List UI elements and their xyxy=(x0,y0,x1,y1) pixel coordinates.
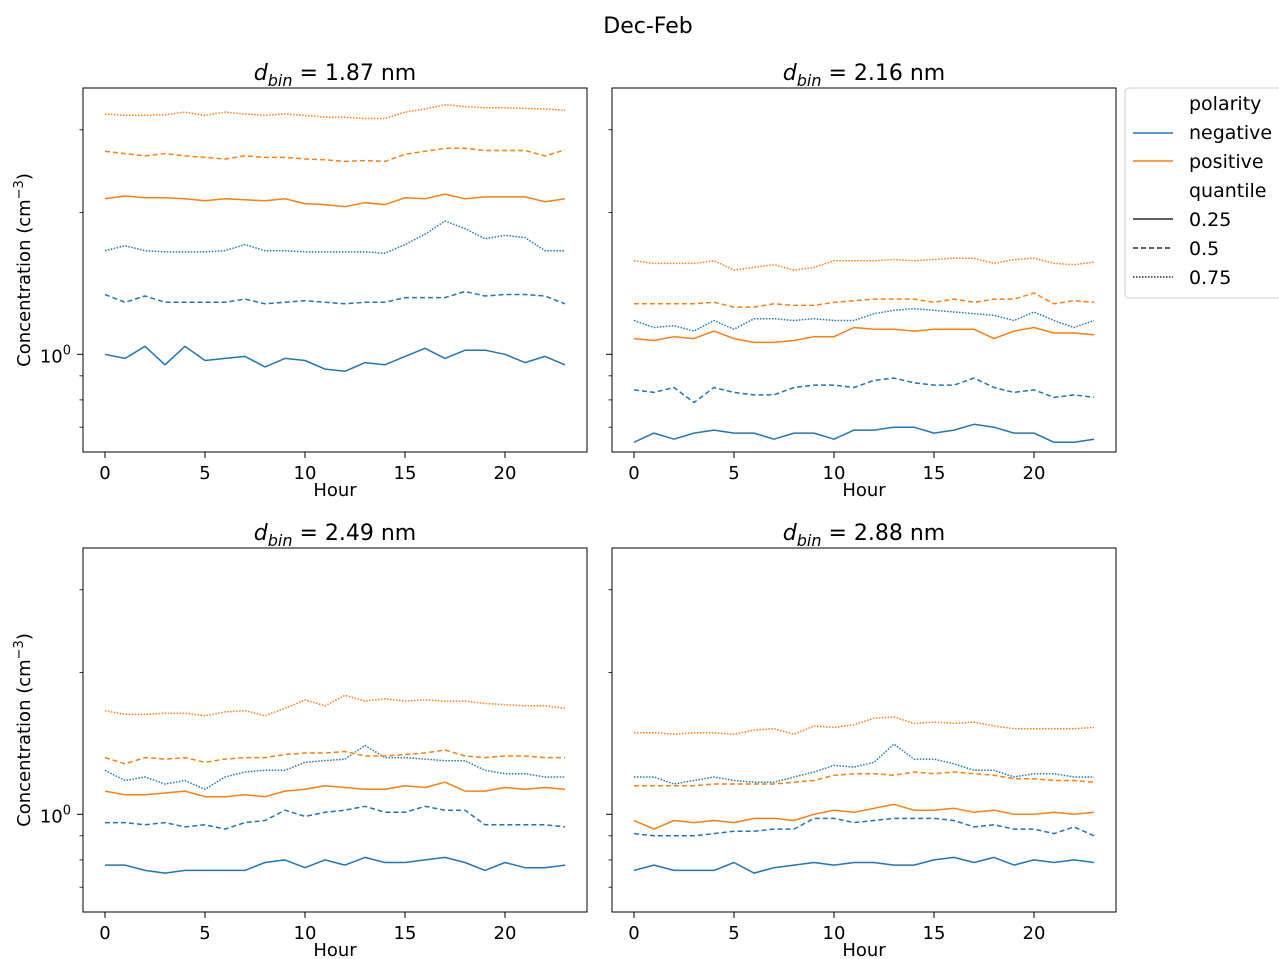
series-line-negative-q05 xyxy=(105,805,566,830)
series-line-negative-q075 xyxy=(104,220,565,254)
x-tick-label: 20 xyxy=(1023,463,1046,484)
plot-frame xyxy=(82,547,588,913)
x-axis-label: Hour xyxy=(313,940,357,959)
series-line-positive-q025 xyxy=(104,193,566,208)
series-line-positive-q025 xyxy=(104,781,566,798)
y-axis-label: Concentration (cm−3) xyxy=(12,173,35,367)
series-line-positive-q05 xyxy=(634,771,1095,787)
y-axis-label: Concentration (cm−3) xyxy=(12,633,35,827)
series-line-negative-q025 xyxy=(105,856,566,874)
x-tick-label: 0 xyxy=(628,923,639,944)
x-axis-label: Hour xyxy=(842,940,886,959)
x-tick-label: 0 xyxy=(628,463,639,484)
x-axis-label: Hour xyxy=(842,480,886,501)
legend-label-negative: negative xyxy=(1189,122,1272,144)
panel-title: dbin = 2.88 nm xyxy=(783,521,946,550)
legend: polarity negative positive quantile 0.25… xyxy=(1124,87,1279,299)
plot-frame xyxy=(611,87,1117,453)
x-tick-label: 20 xyxy=(494,923,517,944)
legend-label-q05: 0.5 xyxy=(1189,238,1219,260)
series-line-positive-q025 xyxy=(633,326,1095,344)
x-tick-label: 10 xyxy=(823,463,846,484)
chart-panel-3: dbin = 2.49 nm 0 5 10 15 20 Hour 100Concentrati… xyxy=(12,521,588,959)
series-line-positive-q075 xyxy=(633,257,1095,271)
series-line-positive-q05 xyxy=(104,147,566,163)
series-line-negative-q05 xyxy=(633,817,1095,837)
legend-label-positive: positive xyxy=(1189,151,1264,173)
series-line-positive-q075 xyxy=(104,694,566,717)
legend-label-q025: 0.25 xyxy=(1189,209,1231,231)
chart-panel-1: dbin = 1.87 nm 0 5 10 15 20 Hour 100Concentrati… xyxy=(12,61,588,501)
panel-title: dbin = 2.49 nm xyxy=(254,521,417,550)
figure-title: Dec-Feb xyxy=(603,14,692,39)
x-tick-label: 20 xyxy=(1023,923,1046,944)
legend-header-polarity: polarity xyxy=(1189,93,1261,115)
series-line-negative-q05 xyxy=(104,290,566,305)
x-axis-label: Hour xyxy=(313,480,357,501)
series-line-negative-q05 xyxy=(633,377,1095,404)
x-tick-label: 0 xyxy=(99,923,110,944)
y-tick-label: 100 xyxy=(40,343,71,367)
series-line-positive-q05 xyxy=(634,292,1095,308)
legend-header-quantile: quantile xyxy=(1189,180,1266,202)
series-line-negative-q025 xyxy=(104,345,566,373)
y-tick-label: 100 xyxy=(40,803,71,827)
series-line-positive-q075 xyxy=(104,104,566,120)
series-line-positive-q025 xyxy=(633,803,1095,830)
x-tick-label: 20 xyxy=(494,463,517,484)
chart-panel-4: dbin = 2.88 nm 0 5 10 15 20 Hour xyxy=(606,521,1117,959)
x-tick-label: 10 xyxy=(294,463,317,484)
plot-frame xyxy=(82,87,588,453)
x-tick-label: 10 xyxy=(823,923,846,944)
chart-panel-2: dbin = 2.16 nm 0 5 10 15 20 Hour xyxy=(606,61,1117,501)
x-tick-label: 15 xyxy=(923,923,946,944)
series-line-negative-q025 xyxy=(633,856,1095,874)
x-tick-label: 10 xyxy=(294,923,317,944)
x-tick-label: 5 xyxy=(728,923,739,944)
panel-title: dbin = 2.16 nm xyxy=(783,61,946,90)
series-line-negative-q075 xyxy=(104,744,565,791)
x-tick-label: 15 xyxy=(923,463,946,484)
x-tick-label: 0 xyxy=(99,463,110,484)
x-tick-label: 15 xyxy=(394,923,417,944)
legend-label-q075: 0.75 xyxy=(1189,267,1231,289)
series-line-positive-q075 xyxy=(634,716,1095,735)
x-tick-label: 5 xyxy=(728,463,739,484)
series-line-positive-q05 xyxy=(104,749,565,765)
x-tick-label: 5 xyxy=(199,463,210,484)
series-line-negative-q075 xyxy=(634,743,1094,785)
panel-title: dbin = 1.87 nm xyxy=(254,61,417,90)
legend-frame xyxy=(1124,87,1279,299)
series-line-negative-q025 xyxy=(633,423,1095,444)
plot-frame xyxy=(611,547,1117,913)
x-tick-label: 15 xyxy=(394,463,417,484)
x-tick-label: 5 xyxy=(199,923,210,944)
